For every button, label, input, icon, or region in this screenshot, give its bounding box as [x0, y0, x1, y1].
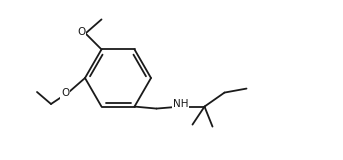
Text: NH: NH: [173, 99, 188, 109]
Text: O: O: [78, 27, 86, 37]
Text: O: O: [61, 88, 69, 98]
